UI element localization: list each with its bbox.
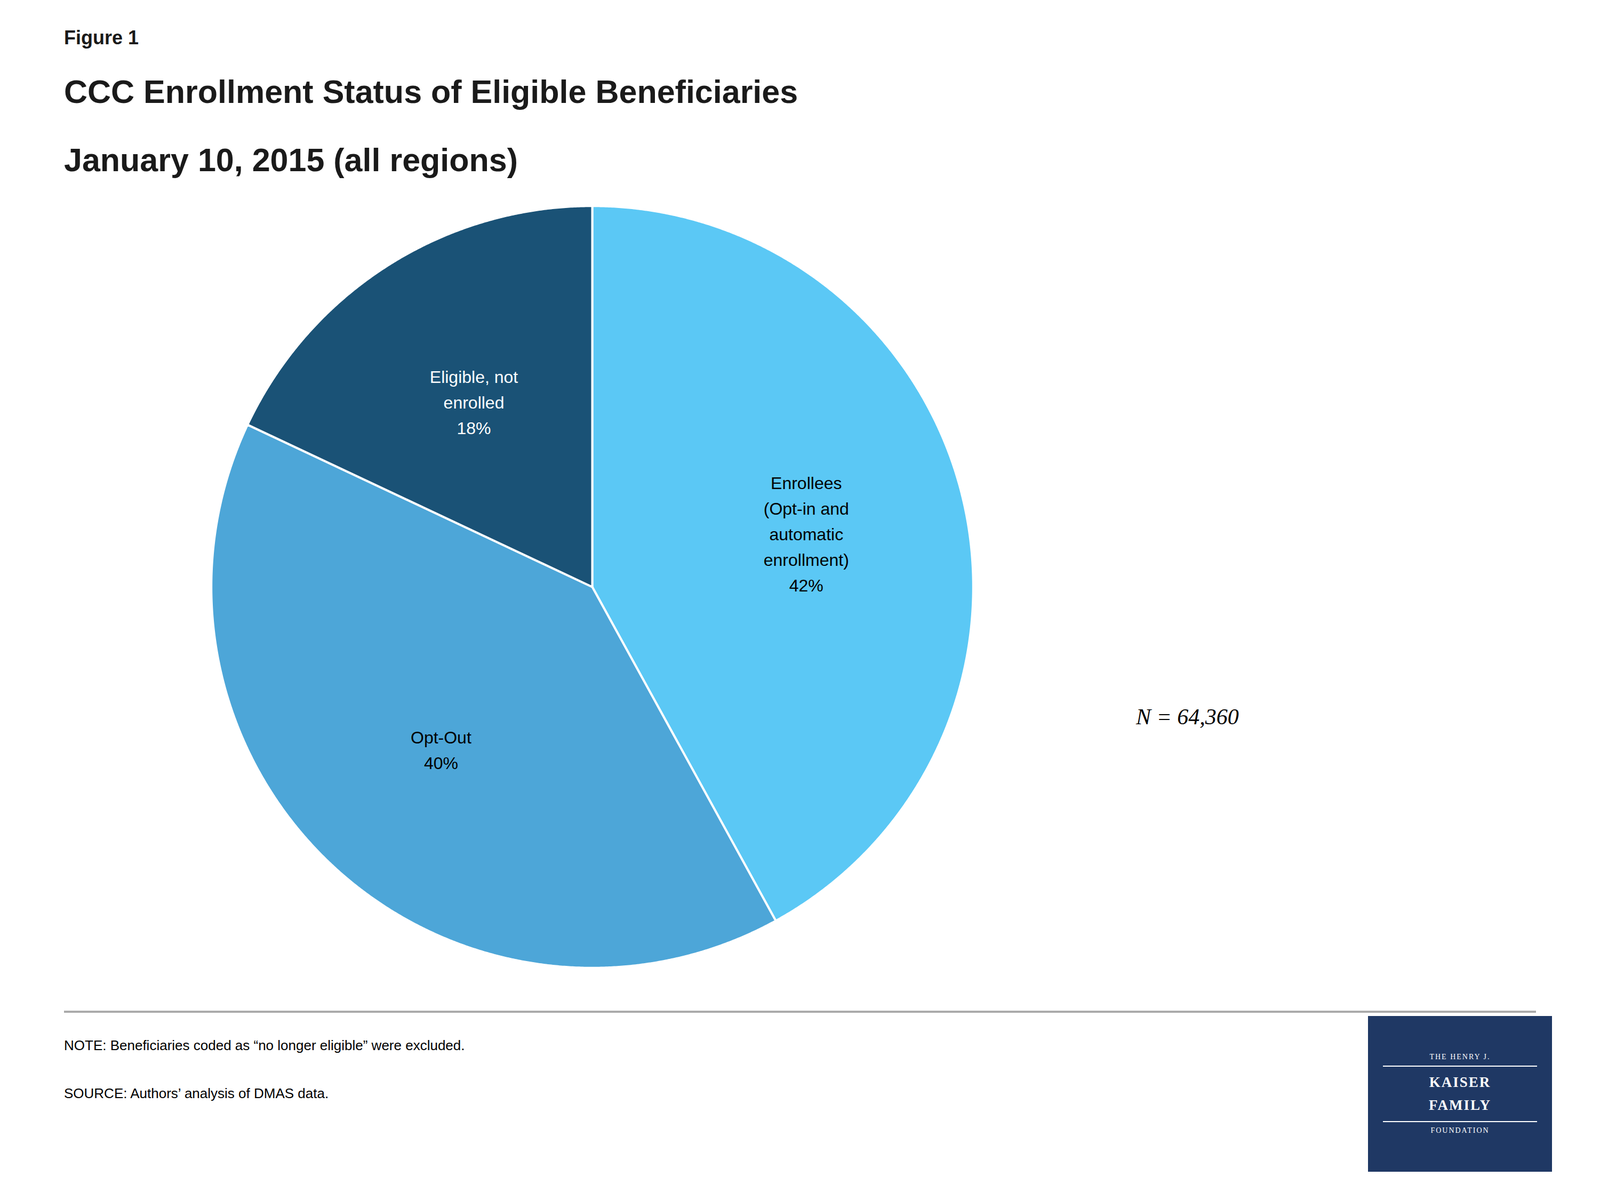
html-text:CCC Enrollment Status of Eligi: CCC Enrollment Status of Eligible Benefi…: [64, 73, 798, 110]
svg-text:Opt-Out40%: Opt-Out40%: [410, 728, 472, 773]
html-text:N = 64,360: N = 64,360: [1136, 704, 1239, 730]
html-text:NOTE: Beneficiaries coded as “: NOTE: Beneficiaries coded as “no longer …: [64, 1037, 465, 1054]
svg-text:Eligible, notenrolled18%: Eligible, notenrolled18%: [429, 367, 519, 438]
html-text:January 10, 2015 (all regions): January 10, 2015 (all regions): [64, 141, 518, 179]
html-text:KAISER: KAISER: [1429, 1074, 1491, 1091]
html-text:FAMILY: FAMILY: [1428, 1097, 1492, 1114]
html-text:FOUNDATION: FOUNDATION: [1430, 1126, 1490, 1135]
html-text:THE HENRY J.: THE HENRY J.: [1429, 1052, 1491, 1061]
html-text:SOURCE: Authors’ analysis of D: SOURCE: Authors’ analysis of DMAS data.: [64, 1085, 329, 1102]
html-text:Figure 1: Figure 1: [64, 26, 139, 49]
svg-text:Enrollees(Opt-in andautomatice: Enrollees(Opt-in andautomaticenrollment)…: [763, 473, 850, 596]
